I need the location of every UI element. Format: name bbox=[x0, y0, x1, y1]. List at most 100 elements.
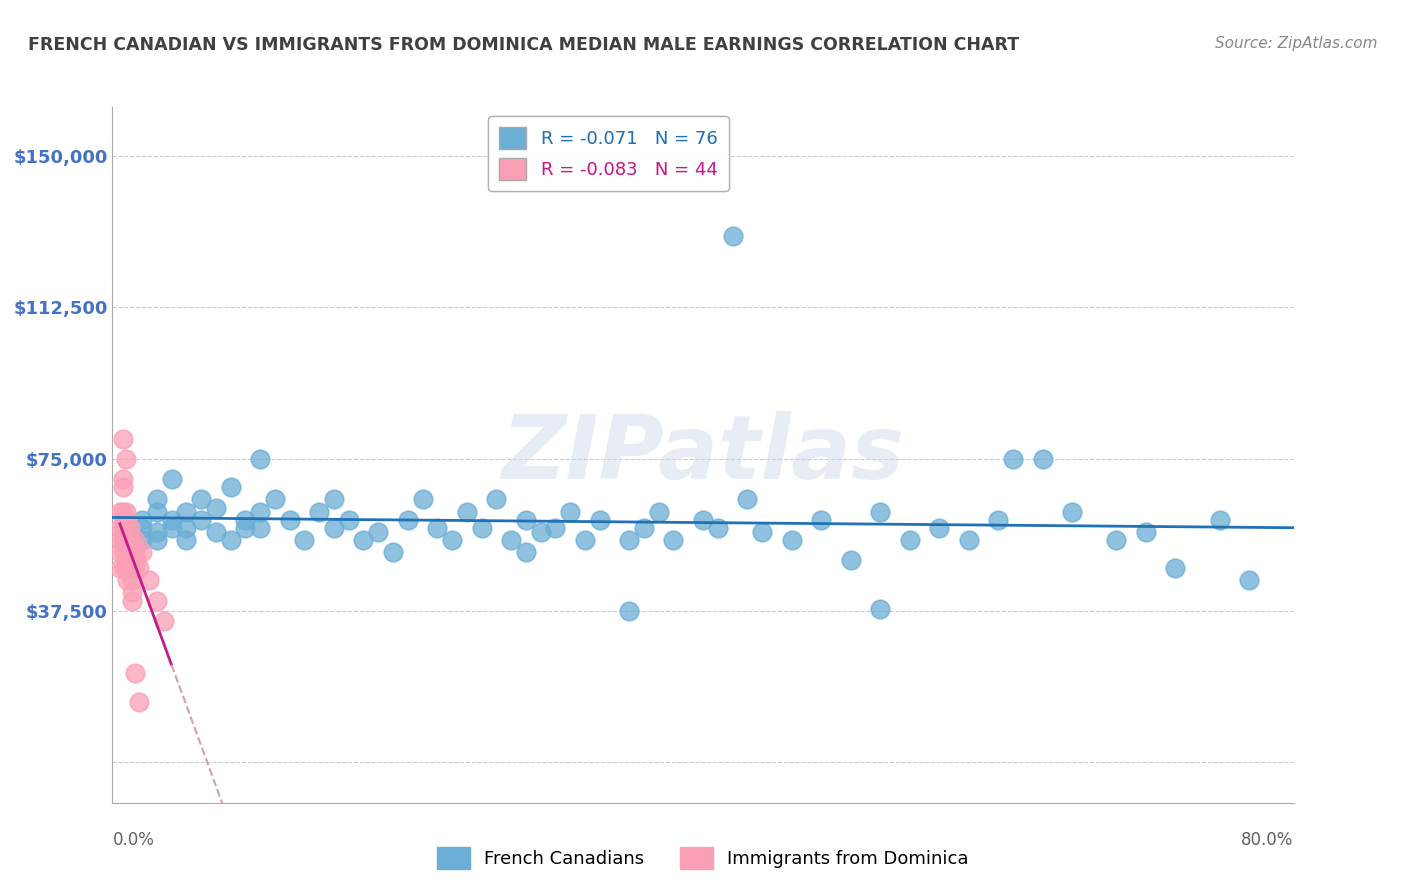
Point bbox=[396, 513, 419, 527]
Point bbox=[205, 500, 228, 515]
Point bbox=[1105, 533, 1128, 547]
Point bbox=[1164, 561, 1187, 575]
Point bbox=[128, 695, 150, 709]
Point bbox=[1032, 452, 1054, 467]
Point bbox=[160, 472, 183, 486]
Point bbox=[485, 492, 508, 507]
Point bbox=[869, 504, 891, 518]
Point bbox=[114, 533, 136, 547]
Point bbox=[233, 513, 256, 527]
Point bbox=[839, 553, 862, 567]
Text: FRENCH CANADIAN VS IMMIGRANTS FROM DOMINICA MEDIAN MALE EARNINGS CORRELATION CHA: FRENCH CANADIAN VS IMMIGRANTS FROM DOMIN… bbox=[28, 36, 1019, 54]
Point bbox=[117, 545, 138, 559]
Point bbox=[124, 533, 146, 547]
Text: ZIPatlas: ZIPatlas bbox=[502, 411, 904, 499]
Point bbox=[1135, 524, 1157, 539]
Point bbox=[122, 545, 145, 559]
Legend: R = -0.071   N = 76, R = -0.083   N = 44: R = -0.071 N = 76, R = -0.083 N = 44 bbox=[488, 116, 728, 191]
Point bbox=[121, 585, 143, 599]
Point bbox=[323, 492, 346, 507]
Point bbox=[120, 533, 142, 547]
Point bbox=[706, 521, 728, 535]
Point bbox=[128, 561, 150, 575]
Point bbox=[249, 521, 271, 535]
Point bbox=[558, 504, 582, 518]
Point bbox=[780, 533, 803, 547]
Point bbox=[138, 574, 160, 588]
Point bbox=[337, 513, 360, 527]
Text: 0.0%: 0.0% bbox=[112, 830, 155, 848]
Point bbox=[470, 521, 494, 535]
Point bbox=[111, 533, 134, 547]
Point bbox=[588, 513, 610, 527]
Point bbox=[456, 504, 478, 518]
Point bbox=[233, 521, 256, 535]
Point bbox=[120, 521, 142, 535]
Point bbox=[662, 533, 685, 547]
Point bbox=[114, 452, 136, 467]
Point bbox=[114, 553, 136, 567]
Point bbox=[146, 492, 169, 507]
Legend: French Canadians, Immigrants from Dominica: French Canadians, Immigrants from Domini… bbox=[429, 838, 977, 879]
Point bbox=[619, 533, 641, 547]
Point bbox=[323, 521, 346, 535]
Point bbox=[131, 521, 153, 535]
Point bbox=[190, 492, 212, 507]
Point bbox=[112, 545, 135, 559]
Point bbox=[111, 521, 134, 535]
Point bbox=[174, 521, 197, 535]
Point bbox=[121, 545, 143, 559]
Point bbox=[146, 533, 169, 547]
Point bbox=[131, 533, 153, 547]
Point bbox=[249, 504, 271, 518]
Point bbox=[124, 666, 146, 681]
Point bbox=[501, 533, 523, 547]
Point bbox=[219, 533, 242, 547]
Point bbox=[1062, 504, 1084, 518]
Point bbox=[111, 472, 134, 486]
Point bbox=[352, 533, 374, 547]
Point bbox=[278, 513, 301, 527]
Point bbox=[146, 504, 169, 518]
Point bbox=[529, 524, 551, 539]
Point bbox=[633, 521, 655, 535]
Point bbox=[411, 492, 433, 507]
Point bbox=[112, 513, 135, 527]
Point bbox=[112, 561, 135, 575]
Point bbox=[292, 533, 315, 547]
Point bbox=[810, 513, 832, 527]
Point bbox=[249, 452, 271, 467]
Point bbox=[574, 533, 596, 547]
Point bbox=[114, 504, 136, 518]
Point bbox=[117, 533, 138, 547]
Point bbox=[898, 533, 921, 547]
Point bbox=[721, 229, 744, 244]
Point bbox=[111, 432, 134, 446]
Point bbox=[146, 524, 169, 539]
Point bbox=[515, 545, 537, 559]
Point bbox=[117, 574, 138, 588]
Point bbox=[174, 504, 197, 518]
Point bbox=[619, 604, 641, 618]
Point bbox=[987, 513, 1010, 527]
Point bbox=[1001, 452, 1024, 467]
Point bbox=[367, 524, 389, 539]
Point bbox=[1239, 574, 1261, 588]
Point bbox=[111, 504, 134, 518]
Point bbox=[131, 513, 153, 527]
Point bbox=[111, 480, 134, 494]
Point bbox=[124, 545, 146, 559]
Point bbox=[108, 521, 131, 535]
Point bbox=[515, 513, 537, 527]
Point bbox=[869, 601, 891, 615]
Point bbox=[108, 504, 131, 518]
Point bbox=[737, 492, 759, 507]
Point bbox=[131, 545, 153, 559]
Point bbox=[426, 521, 449, 535]
Point bbox=[121, 561, 143, 575]
Point bbox=[121, 574, 143, 588]
Point bbox=[160, 513, 183, 527]
Point bbox=[108, 561, 131, 575]
Point bbox=[190, 513, 212, 527]
Point bbox=[219, 480, 242, 494]
